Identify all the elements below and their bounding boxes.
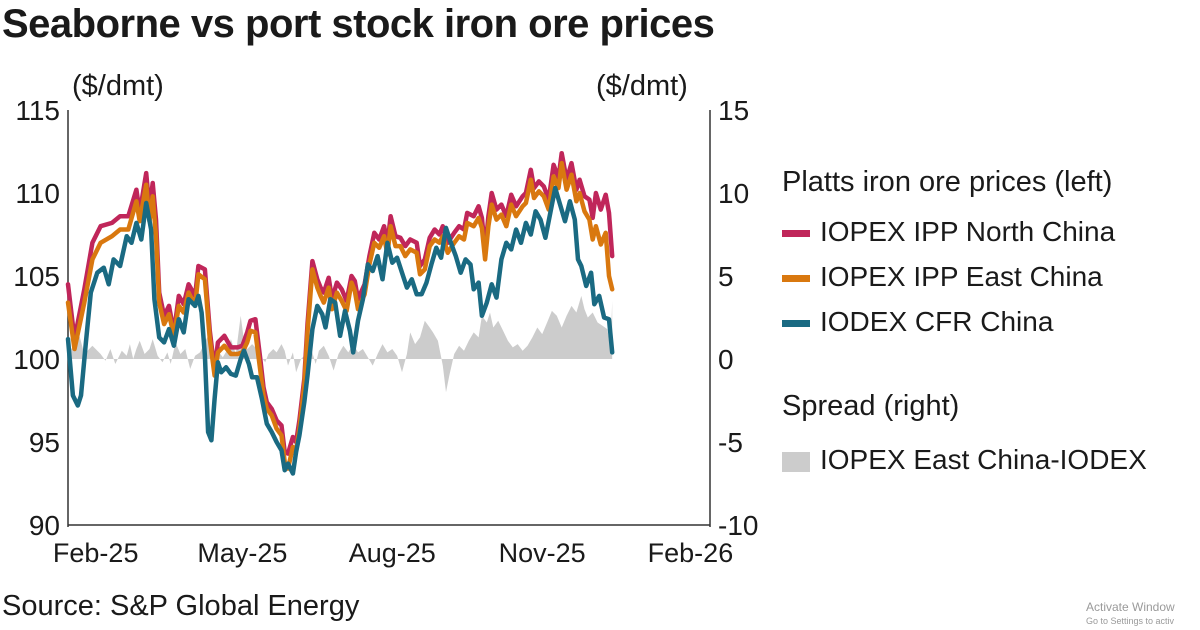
legend-item-east-china: IOPEX IPP East China: [782, 261, 1103, 293]
watermark-line-1: Activate Window: [1086, 600, 1175, 614]
source-note: Source: S&P Global Energy: [2, 590, 360, 622]
legend-item-north-china: IOPEX IPP North China: [782, 216, 1115, 248]
legend-label-east-china: IOPEX IPP East China: [820, 261, 1103, 292]
right-tick-label: 5: [718, 261, 734, 292]
activation-watermark: Activate Window Go to Settings to activ: [1086, 600, 1175, 628]
left-tick-label: 105: [13, 261, 60, 292]
legend-label-iodex: IODEX CFR China: [820, 306, 1054, 337]
left-tick-label: 110: [15, 178, 60, 209]
iodex-cfr-china-line: [65, 185, 615, 476]
left-axis-unit: ($/dmt): [72, 70, 164, 102]
watermark-line-2: Go to Settings to activ: [1086, 616, 1175, 626]
left-tick-label: 100: [13, 344, 60, 375]
x-tick-label: Aug-25: [349, 538, 436, 568]
line-chart: 90 95 100 105 110 115 -10 -5 0 5 10 15 Feb-25 May-25 A…: [13, 95, 758, 568]
east-china-swatch: [782, 275, 810, 283]
x-tick-label: May-25: [197, 538, 287, 568]
left-tick-label: 95: [29, 427, 60, 458]
legend-heading-spread: Spread (right): [782, 390, 960, 422]
right-axis-unit: ($/dmt): [596, 70, 688, 102]
x-tick-label: Feb-25: [53, 538, 139, 568]
legend-heading-prices: Platts iron ore prices (left): [782, 166, 1113, 198]
x-tick-label: Nov-25: [499, 538, 586, 568]
left-tick-label: 115: [15, 95, 60, 126]
x-tick-label: Feb-26: [648, 538, 734, 568]
left-tick-label: 90: [29, 510, 60, 541]
legend-item-spread: IOPEX East China-IODEX: [782, 444, 1147, 476]
iodex-swatch: [782, 320, 810, 328]
right-tick-label: 0: [718, 344, 734, 375]
spread-area: [68, 295, 613, 393]
north-china-swatch: [782, 230, 810, 238]
spread-swatch: [782, 451, 810, 472]
right-tick-label: 10: [718, 178, 749, 209]
right-tick-label: 15: [718, 95, 749, 126]
iopex-ipp-east-china-line: [65, 160, 615, 471]
right-tick-label: -5: [718, 427, 743, 458]
legend-item-iodex: IODEX CFR China: [782, 306, 1053, 338]
legend-label-north-china: IOPEX IPP North China: [820, 216, 1116, 247]
right-tick-label: -10: [718, 510, 758, 541]
chart-title: Seaborne vs port stock iron ore prices: [2, 2, 715, 46]
legend-label-spread: IOPEX East China-IODEX: [820, 444, 1147, 475]
